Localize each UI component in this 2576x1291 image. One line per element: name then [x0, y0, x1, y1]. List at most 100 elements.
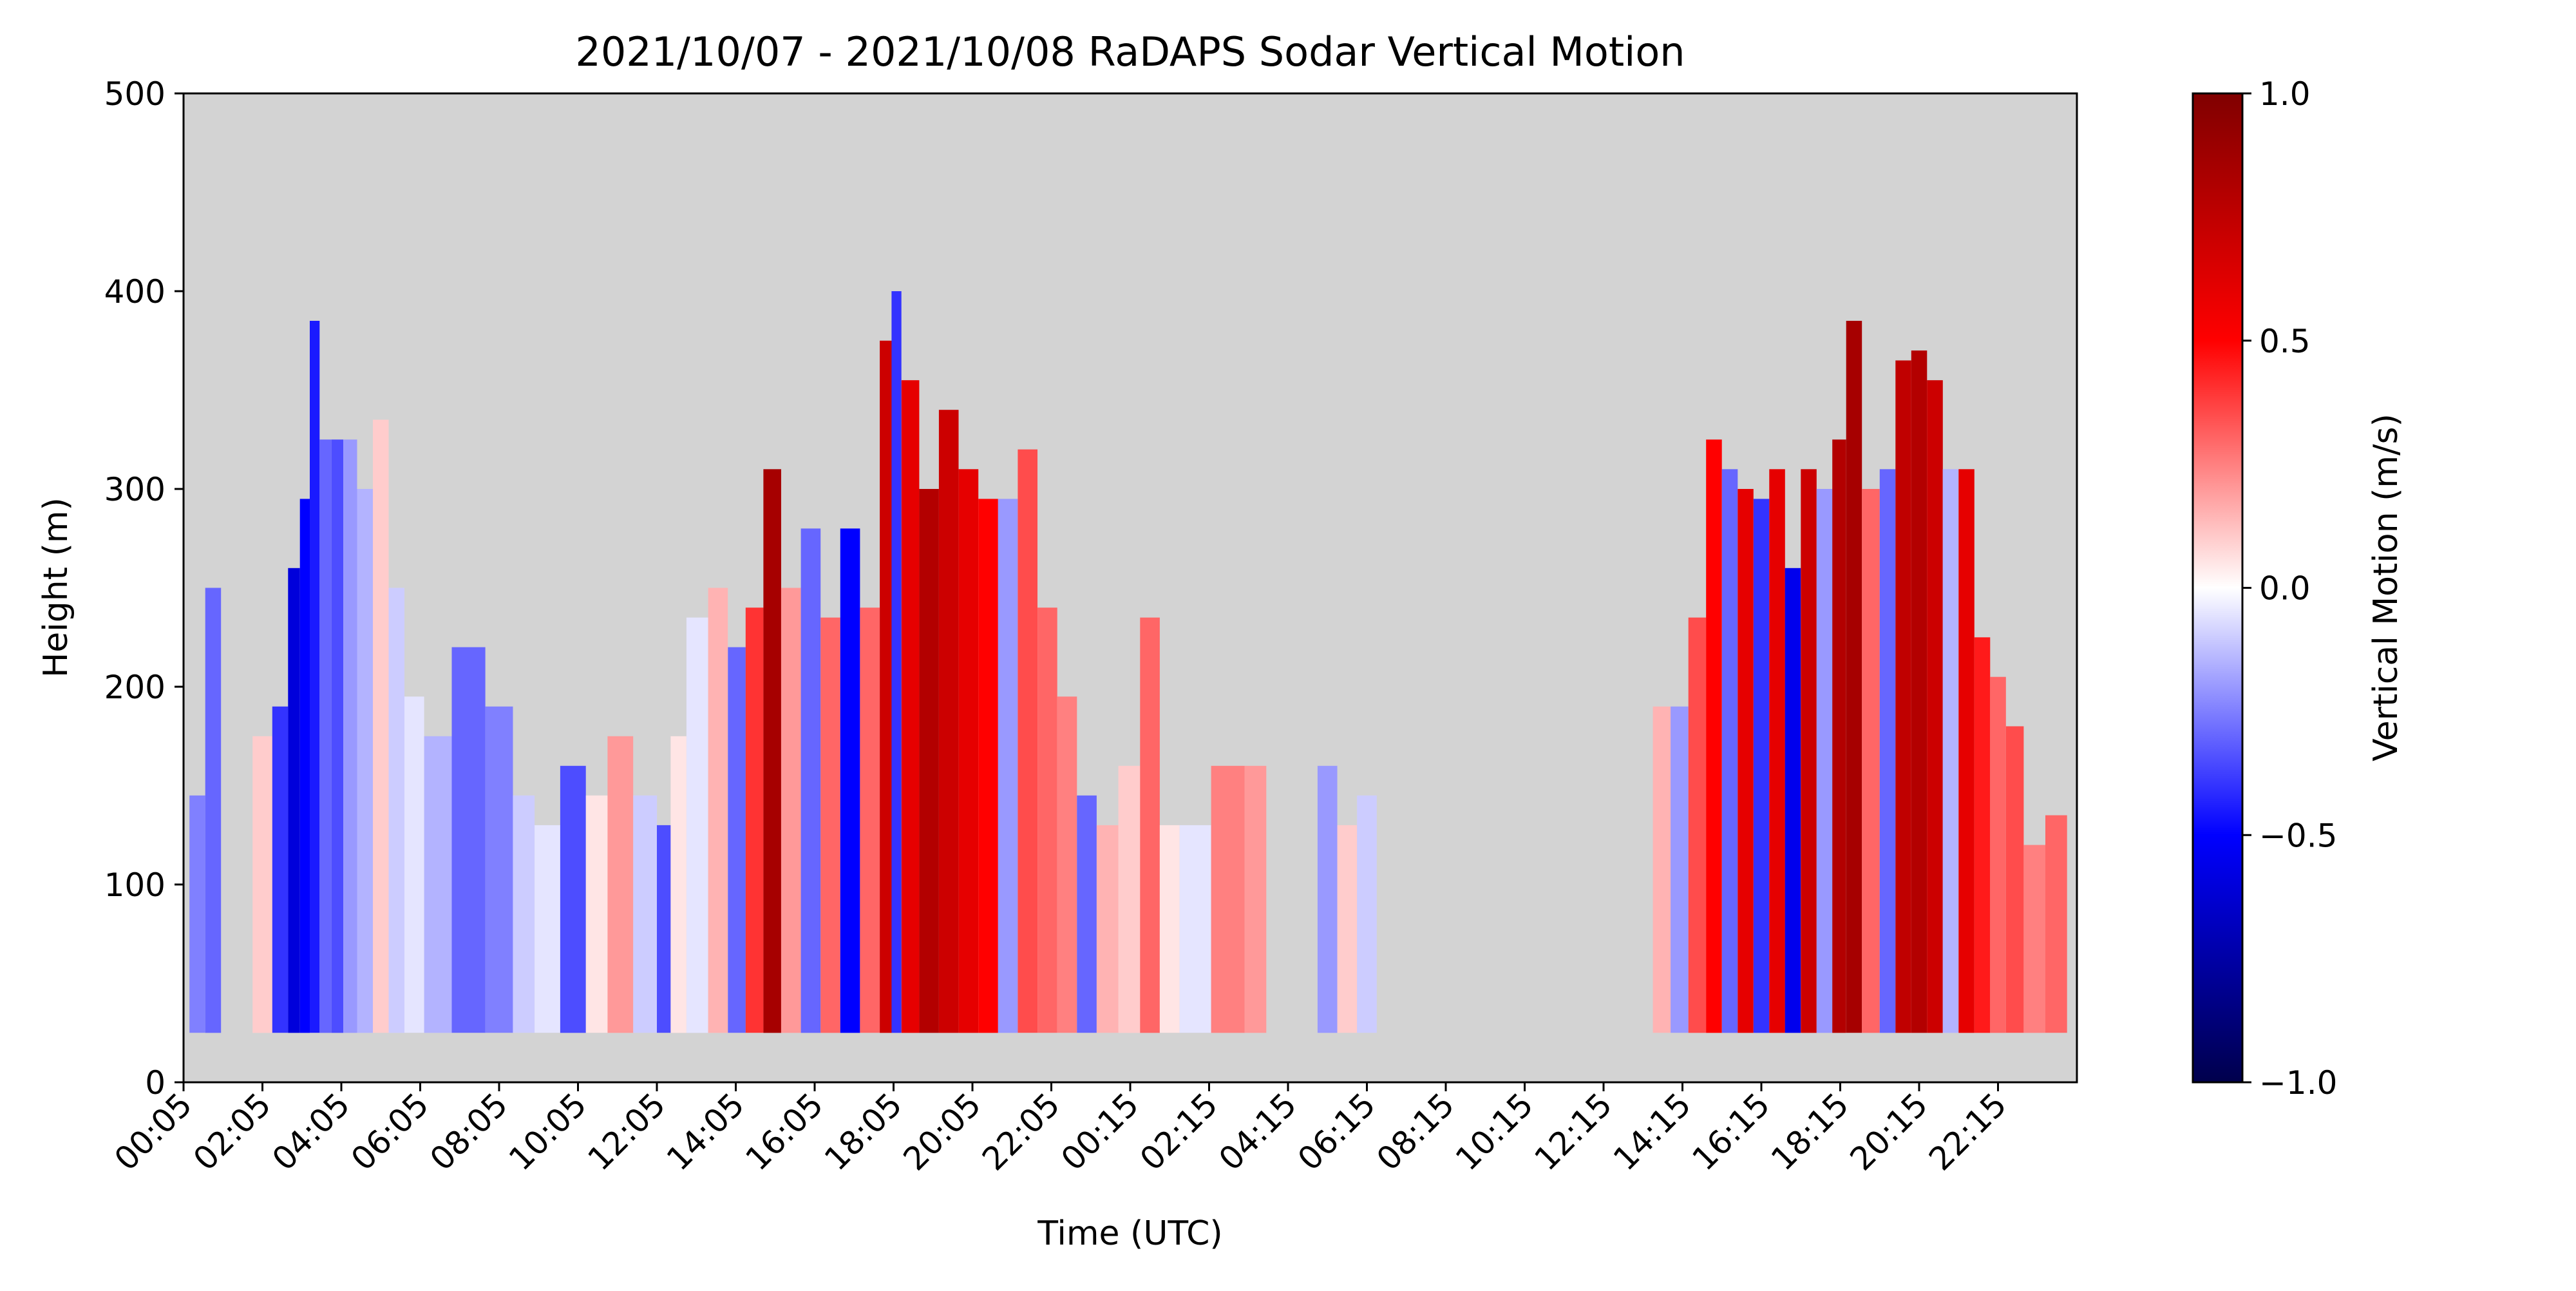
chart-title: 2021/10/07 - 2021/10/08 RaDAPS Sodar Ver…: [575, 28, 1685, 75]
heatmap-cell: [1671, 706, 1689, 1033]
heatmap-cell: [670, 736, 687, 1033]
heatmap-cell: [978, 499, 998, 1033]
x-tick-label: 16:15: [1685, 1085, 1777, 1178]
heatmap-cell: [205, 588, 222, 1033]
heatmap-cell: [1688, 617, 1707, 1033]
heatmap-cell: [840, 528, 860, 1033]
x-tick-label: 14:15: [1606, 1085, 1698, 1178]
heatmap-cell: [1911, 350, 1927, 1033]
x-tick-label: 06:05: [344, 1085, 436, 1178]
y-tick-label: 500: [104, 75, 166, 113]
heatmap-cell: [1958, 469, 1975, 1033]
heatmap-cell: [388, 588, 404, 1033]
heatmap-cell: [1862, 489, 1880, 1033]
colorbar-ticks: −1.0 −0.5 0.0 0.5 1.0: [2242, 75, 2337, 1102]
x-tick-label: 12:05: [581, 1085, 673, 1178]
heatmap-cell: [781, 588, 801, 1033]
heatmap-cell: [1738, 489, 1754, 1033]
heatmap-cell: [1785, 568, 1801, 1033]
heatmap-cell: [1096, 825, 1119, 1033]
heatmap-cell: [880, 340, 892, 1033]
heatmap-cell: [1244, 765, 1267, 1033]
heatmap-cell: [404, 696, 424, 1033]
heatmap-cell: [607, 736, 634, 1033]
heatmap-cell: [998, 499, 1018, 1033]
heatmap-cell: [1974, 637, 1991, 1033]
colorbar-tick-label: −1.0: [2259, 1064, 2337, 1102]
heatmap-cell: [1846, 321, 1862, 1033]
x-tick-label: 20:05: [896, 1085, 989, 1178]
heatmap-cell: [763, 469, 781, 1033]
heatmap-cell: [728, 647, 746, 1033]
x-tick-label: 14:05: [659, 1085, 752, 1178]
colorbar-tick-label: 1.0: [2259, 75, 2311, 113]
colorbar-tick-label: 0.0: [2259, 570, 2311, 607]
heatmap-cell: [1990, 676, 2006, 1033]
x-tick-label: 04:15: [1212, 1085, 1304, 1178]
x-tick-label: 18:15: [1764, 1085, 1856, 1178]
x-tick-label: 16:05: [739, 1085, 831, 1178]
heatmap-cell: [1159, 825, 1180, 1033]
heatmap-cell: [1211, 765, 1245, 1033]
heatmap-cell: [2005, 726, 2024, 1033]
heatmap-cell: [319, 439, 332, 1033]
x-tick-label: 02:05: [186, 1085, 278, 1178]
x-tick-label: 22:05: [975, 1085, 1067, 1178]
heatmap-cell: [901, 380, 920, 1033]
heatmap-cell: [1653, 706, 1671, 1033]
heatmap-cell: [560, 765, 586, 1033]
heatmap-cell: [860, 607, 880, 1033]
y-tick-label: 300: [104, 471, 166, 508]
heatmap-cell: [485, 706, 513, 1033]
x-tick-label: 00:15: [1054, 1085, 1146, 1178]
heatmap-cell: [686, 617, 708, 1033]
heatmap-cell: [1753, 499, 1770, 1033]
colorbar-label: Vertical Motion (m/s): [2367, 414, 2405, 761]
y-tick-label: 200: [104, 669, 166, 706]
heatmap-cell: [1077, 795, 1097, 1033]
heatmap-cell: [331, 439, 344, 1033]
heatmap-cell: [1706, 439, 1722, 1033]
heatmap-cell: [373, 419, 389, 1033]
x-tick-label: 10:05: [502, 1085, 594, 1178]
x-tick-label: 12:15: [1528, 1085, 1620, 1178]
heatmap-cell: [1927, 380, 1943, 1033]
y-tick-label: 100: [104, 866, 166, 904]
heatmap-cell: [451, 647, 486, 1033]
x-tick-label: 18:05: [817, 1085, 909, 1178]
heatmap-cell: [1037, 607, 1057, 1033]
heatmap-cell: [820, 617, 840, 1033]
heatmap-cell: [1337, 825, 1358, 1033]
heatmap-cell: [1816, 489, 1833, 1033]
x-axis: 00:0502:0504:0506:0508:0510:0512:0514:05…: [108, 1082, 2014, 1178]
heatmap-cell: [891, 291, 902, 1033]
x-tick-label: 22:15: [1922, 1085, 2014, 1178]
x-tick-label: 10:15: [1448, 1085, 1540, 1178]
y-axis: 0 100 200 300 400 500: [104, 75, 184, 1102]
heatmap-cell: [189, 795, 205, 1033]
y-tick-label: 0: [145, 1064, 166, 1102]
heatmap-cell: [310, 321, 320, 1033]
heatmap-cell: [513, 795, 535, 1033]
heatmap-cell: [1140, 617, 1160, 1033]
x-axis-label: Time (UTC): [1037, 1214, 1222, 1253]
heatmap-cell: [1832, 439, 1846, 1033]
heatmap-cell: [2045, 815, 2067, 1033]
y-tick-label: 400: [104, 273, 166, 311]
heatmap-cell: [1721, 469, 1738, 1033]
x-tick-label: 02:15: [1133, 1085, 1225, 1178]
heatmap-cell: [745, 607, 764, 1033]
heatmap-cells: [189, 291, 2067, 1033]
heatmap-cell: [800, 528, 821, 1033]
heatmap-cell: [343, 439, 357, 1033]
x-tick-label: 20:15: [1843, 1085, 1935, 1178]
heatmap-cell: [585, 795, 608, 1033]
heatmap-cell: [1801, 469, 1817, 1033]
heatmap-cell: [272, 706, 289, 1033]
heatmap-cell: [633, 795, 658, 1033]
heatmap-cell: [1018, 449, 1037, 1033]
heatmap-cell: [1895, 360, 1911, 1033]
heatmap-cell: [919, 489, 939, 1033]
